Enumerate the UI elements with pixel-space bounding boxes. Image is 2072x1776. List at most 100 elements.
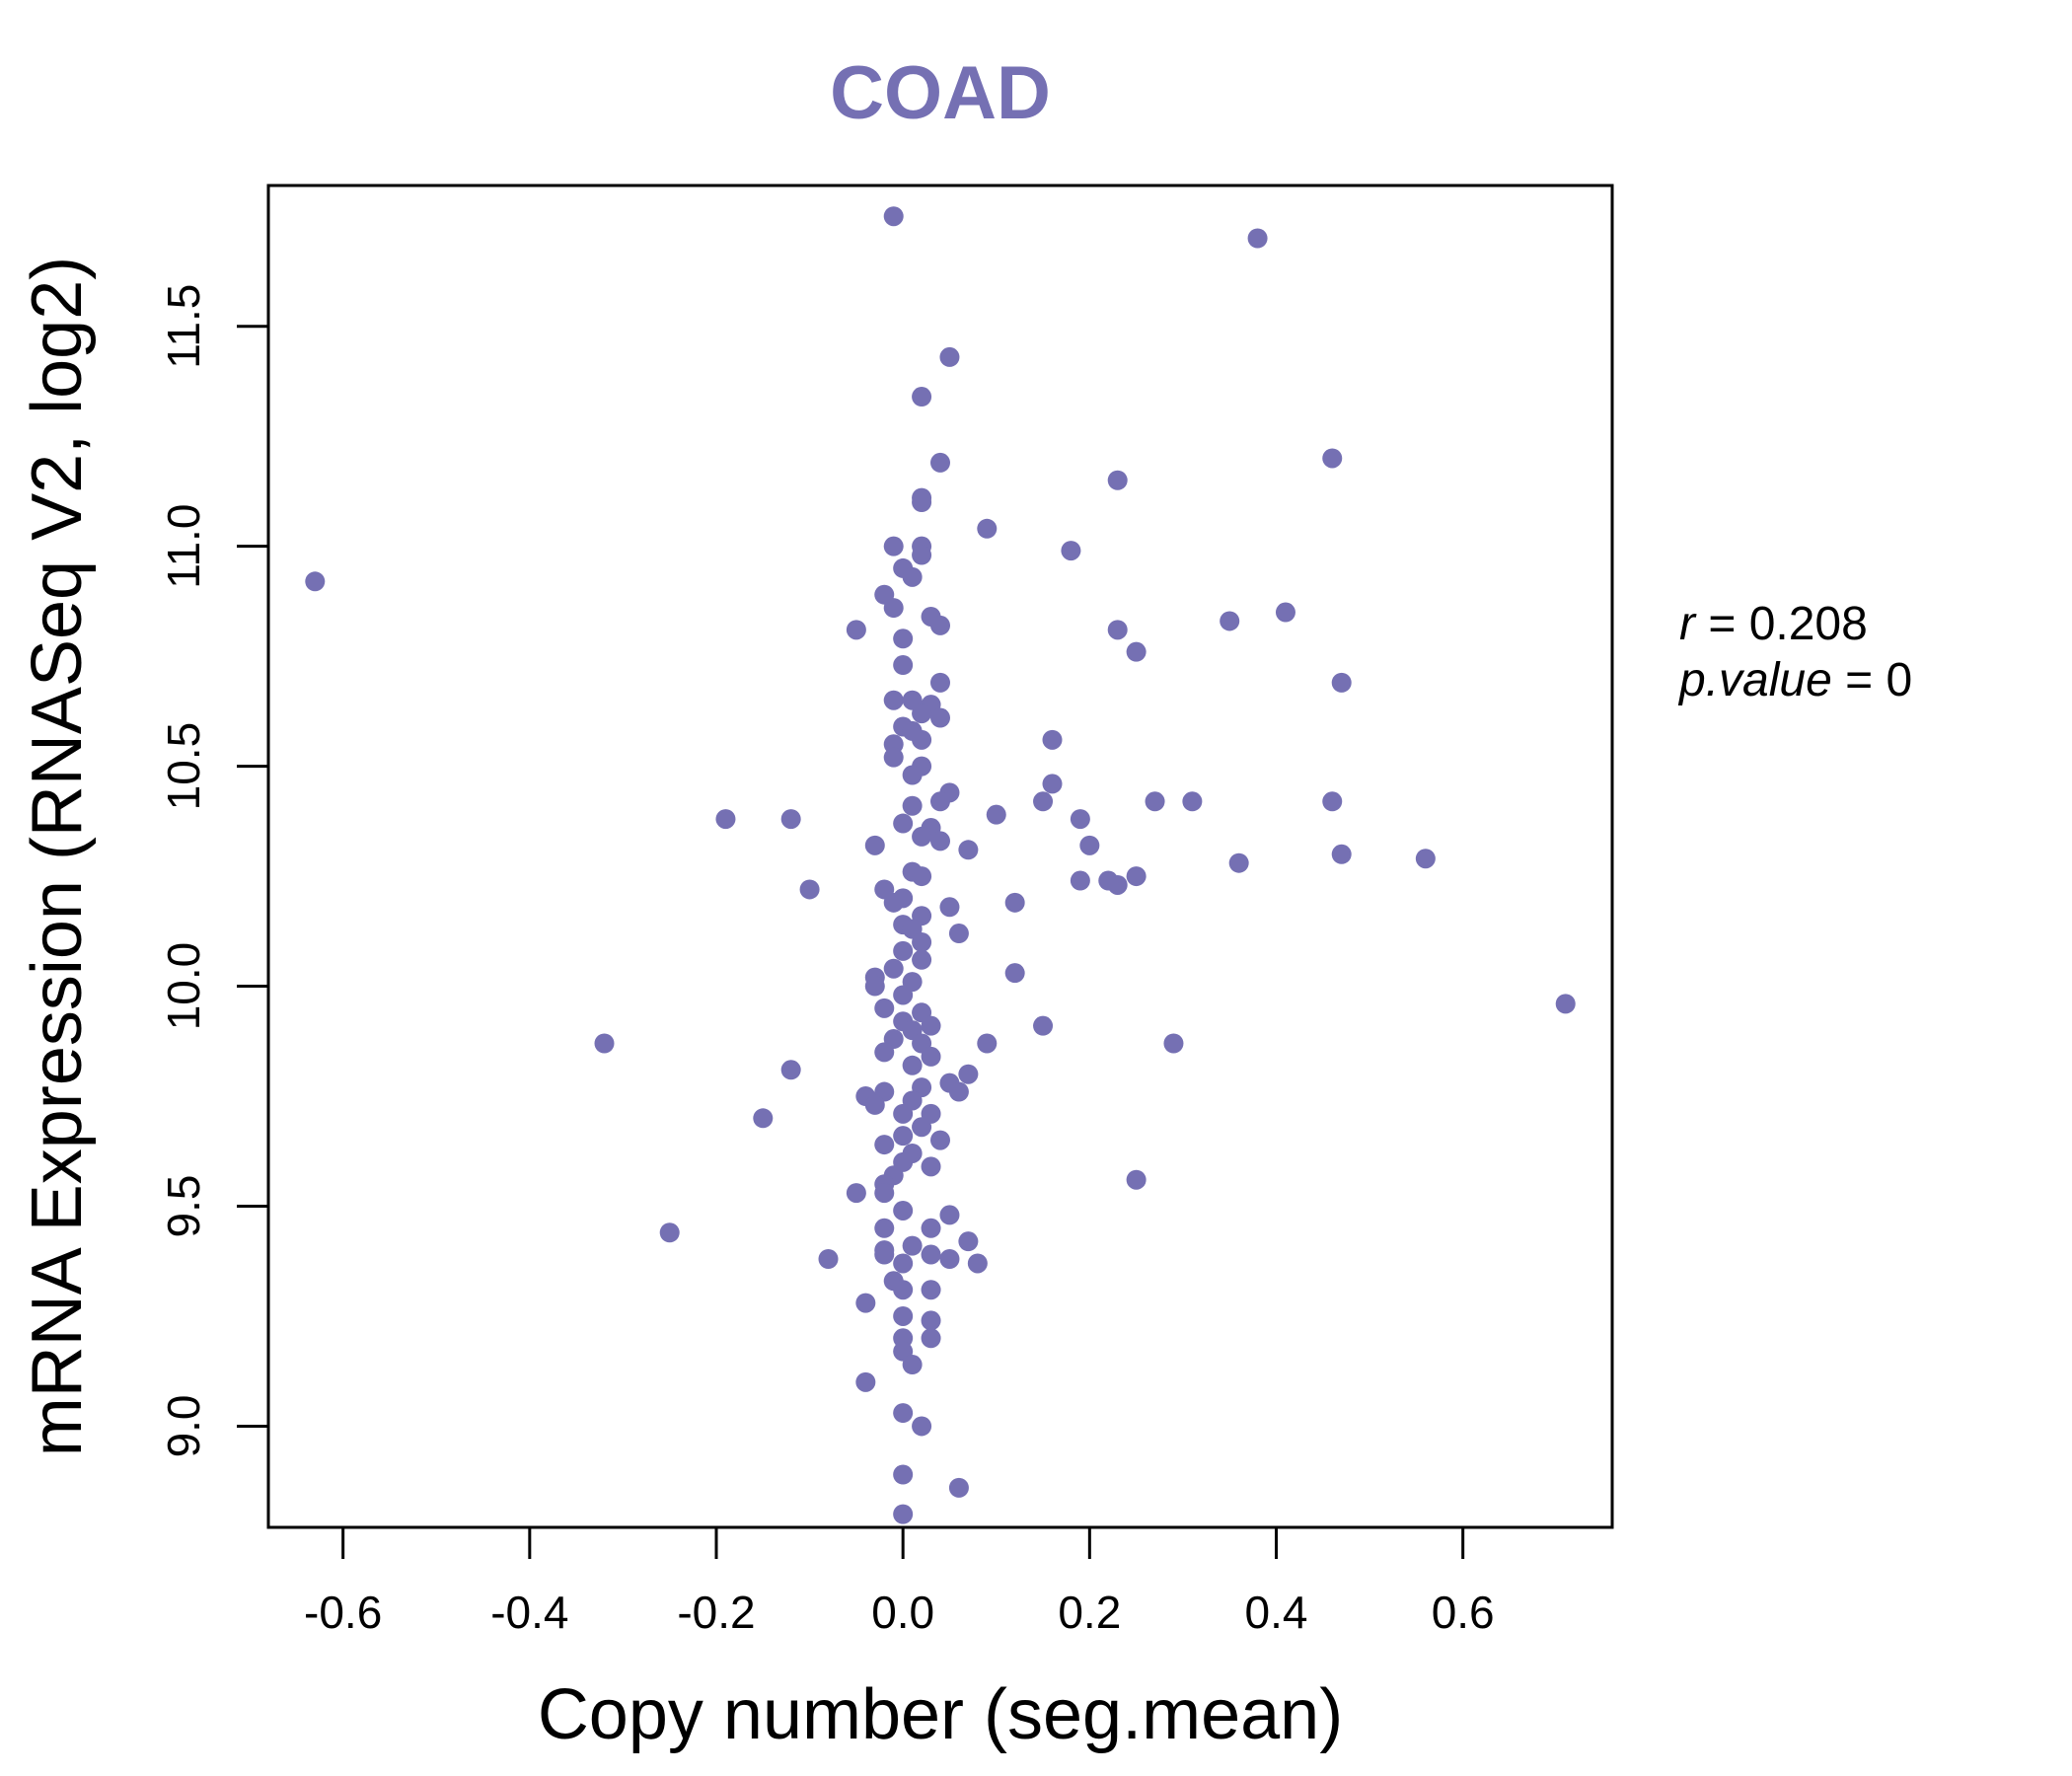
- y-tick-label: 11.5: [158, 284, 209, 369]
- data-point: [912, 1117, 932, 1138]
- data-point: [799, 879, 820, 900]
- x-axis: -0.6 -0.4 -0.2 0.0 0.2 0.4 0.6: [304, 1525, 1495, 1638]
- y-axis-label: mRNA Expression (RNASeq V2, log2): [18, 257, 97, 1456]
- x-tick-label: -0.2: [677, 1587, 755, 1638]
- data-point: [780, 809, 801, 830]
- data-point: [1042, 774, 1063, 794]
- r-equals: =: [1695, 598, 1749, 650]
- data-point: [893, 1504, 914, 1524]
- r-label: r: [1679, 598, 1697, 650]
- data-point: [930, 707, 950, 728]
- data-point: [1107, 620, 1128, 640]
- data-point: [874, 1244, 895, 1265]
- x-tick-label: 0.4: [1245, 1587, 1308, 1638]
- data-point: [1079, 835, 1100, 855]
- data-point: [893, 1305, 914, 1326]
- data-point: [902, 1235, 923, 1256]
- data-point: [1182, 791, 1203, 812]
- data-point: [846, 1183, 866, 1204]
- data-point: [1004, 963, 1025, 984]
- data-point: [883, 690, 904, 710]
- x-tick-label: 0.2: [1058, 1587, 1121, 1638]
- data-point: [1322, 791, 1343, 812]
- correlation-annotation: r = 0.208 p.value = 0: [1677, 598, 1912, 706]
- data-point: [1126, 641, 1147, 662]
- data-point: [1126, 866, 1147, 887]
- data-point: [883, 206, 904, 227]
- data-point: [939, 346, 960, 367]
- data-point: [305, 571, 326, 592]
- data-point: [874, 1218, 895, 1238]
- data-point: [958, 1064, 979, 1084]
- data-point: [855, 1293, 876, 1313]
- data-point: [977, 518, 998, 539]
- data-point: [939, 1249, 960, 1269]
- data-point: [912, 931, 932, 952]
- data-point: [883, 536, 904, 556]
- r-value: 0.208: [1749, 598, 1868, 650]
- data-point: [912, 826, 932, 847]
- data-point: [902, 566, 923, 587]
- data-point: [1126, 1169, 1147, 1190]
- y-tick-label: 11.0: [158, 504, 209, 589]
- data-point: [893, 985, 914, 1005]
- data-point: [921, 1244, 941, 1265]
- data-point: [1107, 470, 1128, 490]
- data-point: [1322, 448, 1343, 469]
- data-point: [883, 747, 904, 768]
- data-point: [893, 1403, 914, 1424]
- data-point: [1033, 1015, 1054, 1036]
- data-point: [874, 998, 895, 1018]
- data-point: [930, 452, 950, 473]
- x-tick-label: -0.6: [304, 1587, 382, 1638]
- data-point: [1163, 1033, 1184, 1054]
- y-tick-label: 9.0: [158, 1394, 209, 1457]
- data-point: [1247, 228, 1268, 249]
- p-label: p.value: [1677, 654, 1832, 706]
- data-point: [921, 1280, 941, 1300]
- data-point: [1042, 729, 1063, 750]
- data-point: [1061, 541, 1081, 561]
- data-point: [912, 492, 932, 513]
- data-point: [893, 1280, 914, 1300]
- data-point: [864, 976, 885, 997]
- data-point: [893, 1126, 914, 1147]
- data-point: [1555, 994, 1576, 1014]
- data-point: [1033, 791, 1054, 812]
- data-point: [921, 1310, 941, 1331]
- data-point: [921, 1015, 941, 1036]
- data-point: [912, 545, 932, 565]
- data-point: [948, 1081, 969, 1102]
- data-point: [864, 1094, 885, 1115]
- data-point: [912, 866, 932, 887]
- data-point: [902, 1055, 923, 1075]
- data-point: [1415, 849, 1436, 869]
- data-point: [1275, 602, 1295, 623]
- p-value: 0: [1886, 654, 1912, 706]
- data-point: [893, 813, 914, 834]
- data-point: [930, 791, 950, 812]
- data-point: [893, 629, 914, 649]
- data-point: [874, 1042, 895, 1063]
- p-equals: =: [1832, 654, 1887, 706]
- data-point: [958, 840, 979, 860]
- data-point: [948, 1477, 969, 1498]
- data-point: [1070, 809, 1090, 830]
- data-point: [659, 1222, 680, 1243]
- y-axis: 9.0 9.5 10.0 10.5 11.0 11.5: [158, 284, 270, 1457]
- data-point: [1331, 672, 1352, 693]
- data-point: [912, 1416, 932, 1437]
- data-point: [883, 892, 904, 913]
- y-tick-label: 10.0: [158, 942, 209, 1031]
- data-point: [855, 1371, 876, 1392]
- data-point: [1004, 892, 1025, 913]
- data-point: [912, 703, 932, 724]
- data-point: [902, 765, 923, 785]
- data-point: [939, 1205, 960, 1225]
- data-point: [930, 831, 950, 851]
- data-point: [874, 1135, 895, 1155]
- data-point: [1331, 844, 1352, 864]
- data-point: [780, 1060, 801, 1080]
- data-point: [939, 897, 960, 918]
